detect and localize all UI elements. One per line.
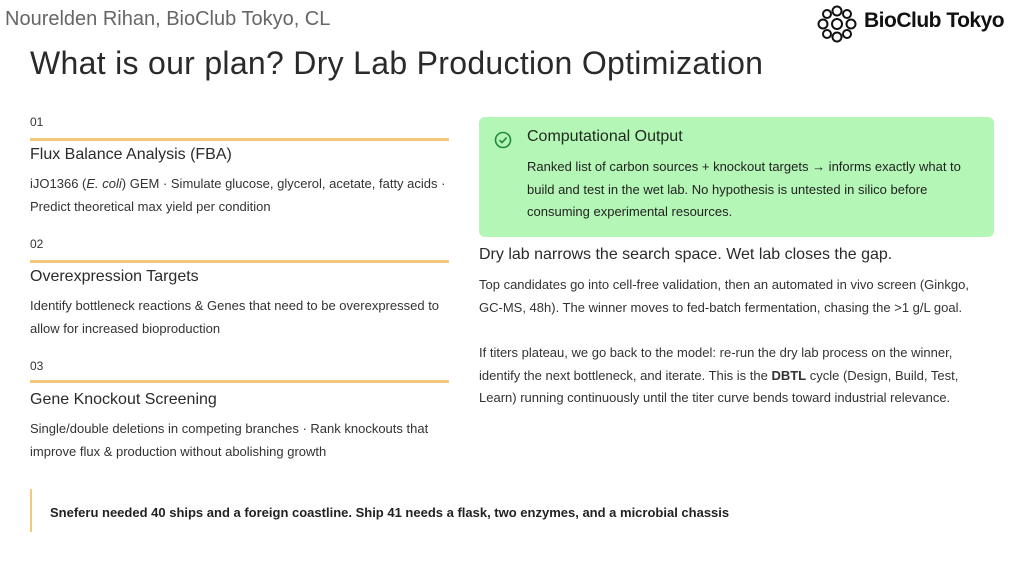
quote-bar [30,489,32,532]
text: Single/double deletions in competing bra… [30,421,429,459]
text: ) GEM · Simulate glucose, glycerol, acet… [30,176,446,214]
check-icon [494,131,512,149]
text: E. coli [86,176,122,191]
logo-icon [817,5,857,43]
step-number: 02 [30,237,44,251]
text: cycle (Design, Build, Test, Learn) runni… [479,367,959,406]
slide-title: What is our plan? Dry Lab Production Opt… [30,45,764,81]
text: Top candidates go into cell-free validat… [479,277,969,315]
text: iJO1366 ( [30,176,87,191]
step-heading: Flux Balance Analysis (FBA) [30,146,232,163]
step-description: iJO1366 (E. coli) GEM · Simulate glucose… [30,172,450,218]
step-number: 01 [30,115,44,129]
summary-heading: Dry lab narrows the search space. Wet la… [479,246,893,263]
logo-text: BioClub Tokyo [864,9,1005,32]
paragraph: Top candidates go into cell-free validat… [479,274,989,319]
quote: Sneferu needed 40 ships and a foreign co… [50,505,730,520]
step-number: 03 [30,359,44,373]
output-title: Computational Output [527,128,683,145]
step-description: Identify bottleneck reactions & Genes th… [30,294,450,340]
text: DBTL [771,367,807,383]
divider [30,260,449,263]
text: Identify bottleneck reactions & Genes th… [30,298,440,336]
divider [30,380,449,383]
paragraph: If titers plateau, we go back to the mod… [479,342,989,410]
text: If titers plateau, we go back to the mod… [479,345,953,383]
divider [30,138,449,141]
step-heading: Overexpression Targets [30,268,199,285]
output-text: Ranked list of carbon sources + knockout… [527,159,961,219]
output-box [479,117,994,237]
step-heading: Gene Knockout Screening [30,391,217,408]
step-description: Single/double deletions in competing bra… [30,417,450,463]
presenter: Nourelden Rihan, BioClub Tokyo, CL [5,8,331,30]
